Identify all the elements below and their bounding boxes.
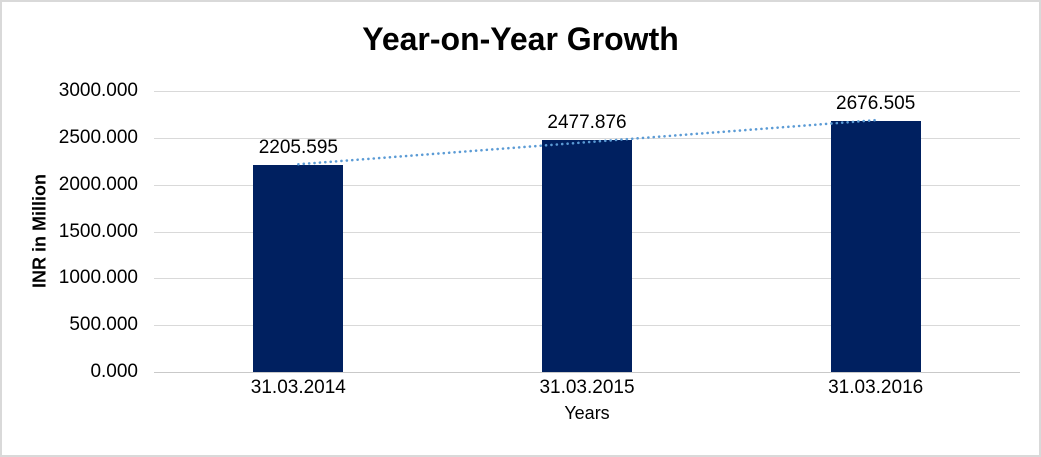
y-tick-label: 0.000 bbox=[90, 361, 138, 382]
y-tick-label: 1000.000 bbox=[58, 267, 138, 289]
gridline bbox=[154, 91, 1020, 92]
bar bbox=[542, 139, 632, 372]
y-tick-label: 1500.000 bbox=[58, 220, 138, 242]
y-tick-label: 2500.000 bbox=[58, 126, 138, 148]
x-axis-line bbox=[154, 372, 1020, 373]
y-tick-label: 500.000 bbox=[69, 314, 138, 336]
bar-value-label: 2205.595 bbox=[258, 137, 338, 159]
x-axis-title: Years bbox=[564, 403, 610, 423]
trendline bbox=[297, 118, 877, 166]
chart-title: Year-on-Year Growth bbox=[362, 21, 679, 57]
bar-value-label: 2676.505 bbox=[836, 93, 916, 115]
gridline bbox=[154, 137, 1020, 139]
x-tick-label: 31.03.2014 bbox=[250, 377, 346, 398]
bar bbox=[830, 121, 921, 372]
bar-value-label: 2477.876 bbox=[547, 111, 627, 133]
trendline-path bbox=[297, 118, 877, 166]
y-tick-label: 2000.000 bbox=[58, 173, 138, 195]
plot-area bbox=[154, 91, 1020, 373]
y-tick-label: 3000.000 bbox=[58, 80, 138, 101]
x-tick-label: 31.03.2016 bbox=[828, 377, 924, 398]
bar bbox=[253, 165, 344, 372]
x-tick-label: 31.03.2015 bbox=[539, 377, 635, 398]
